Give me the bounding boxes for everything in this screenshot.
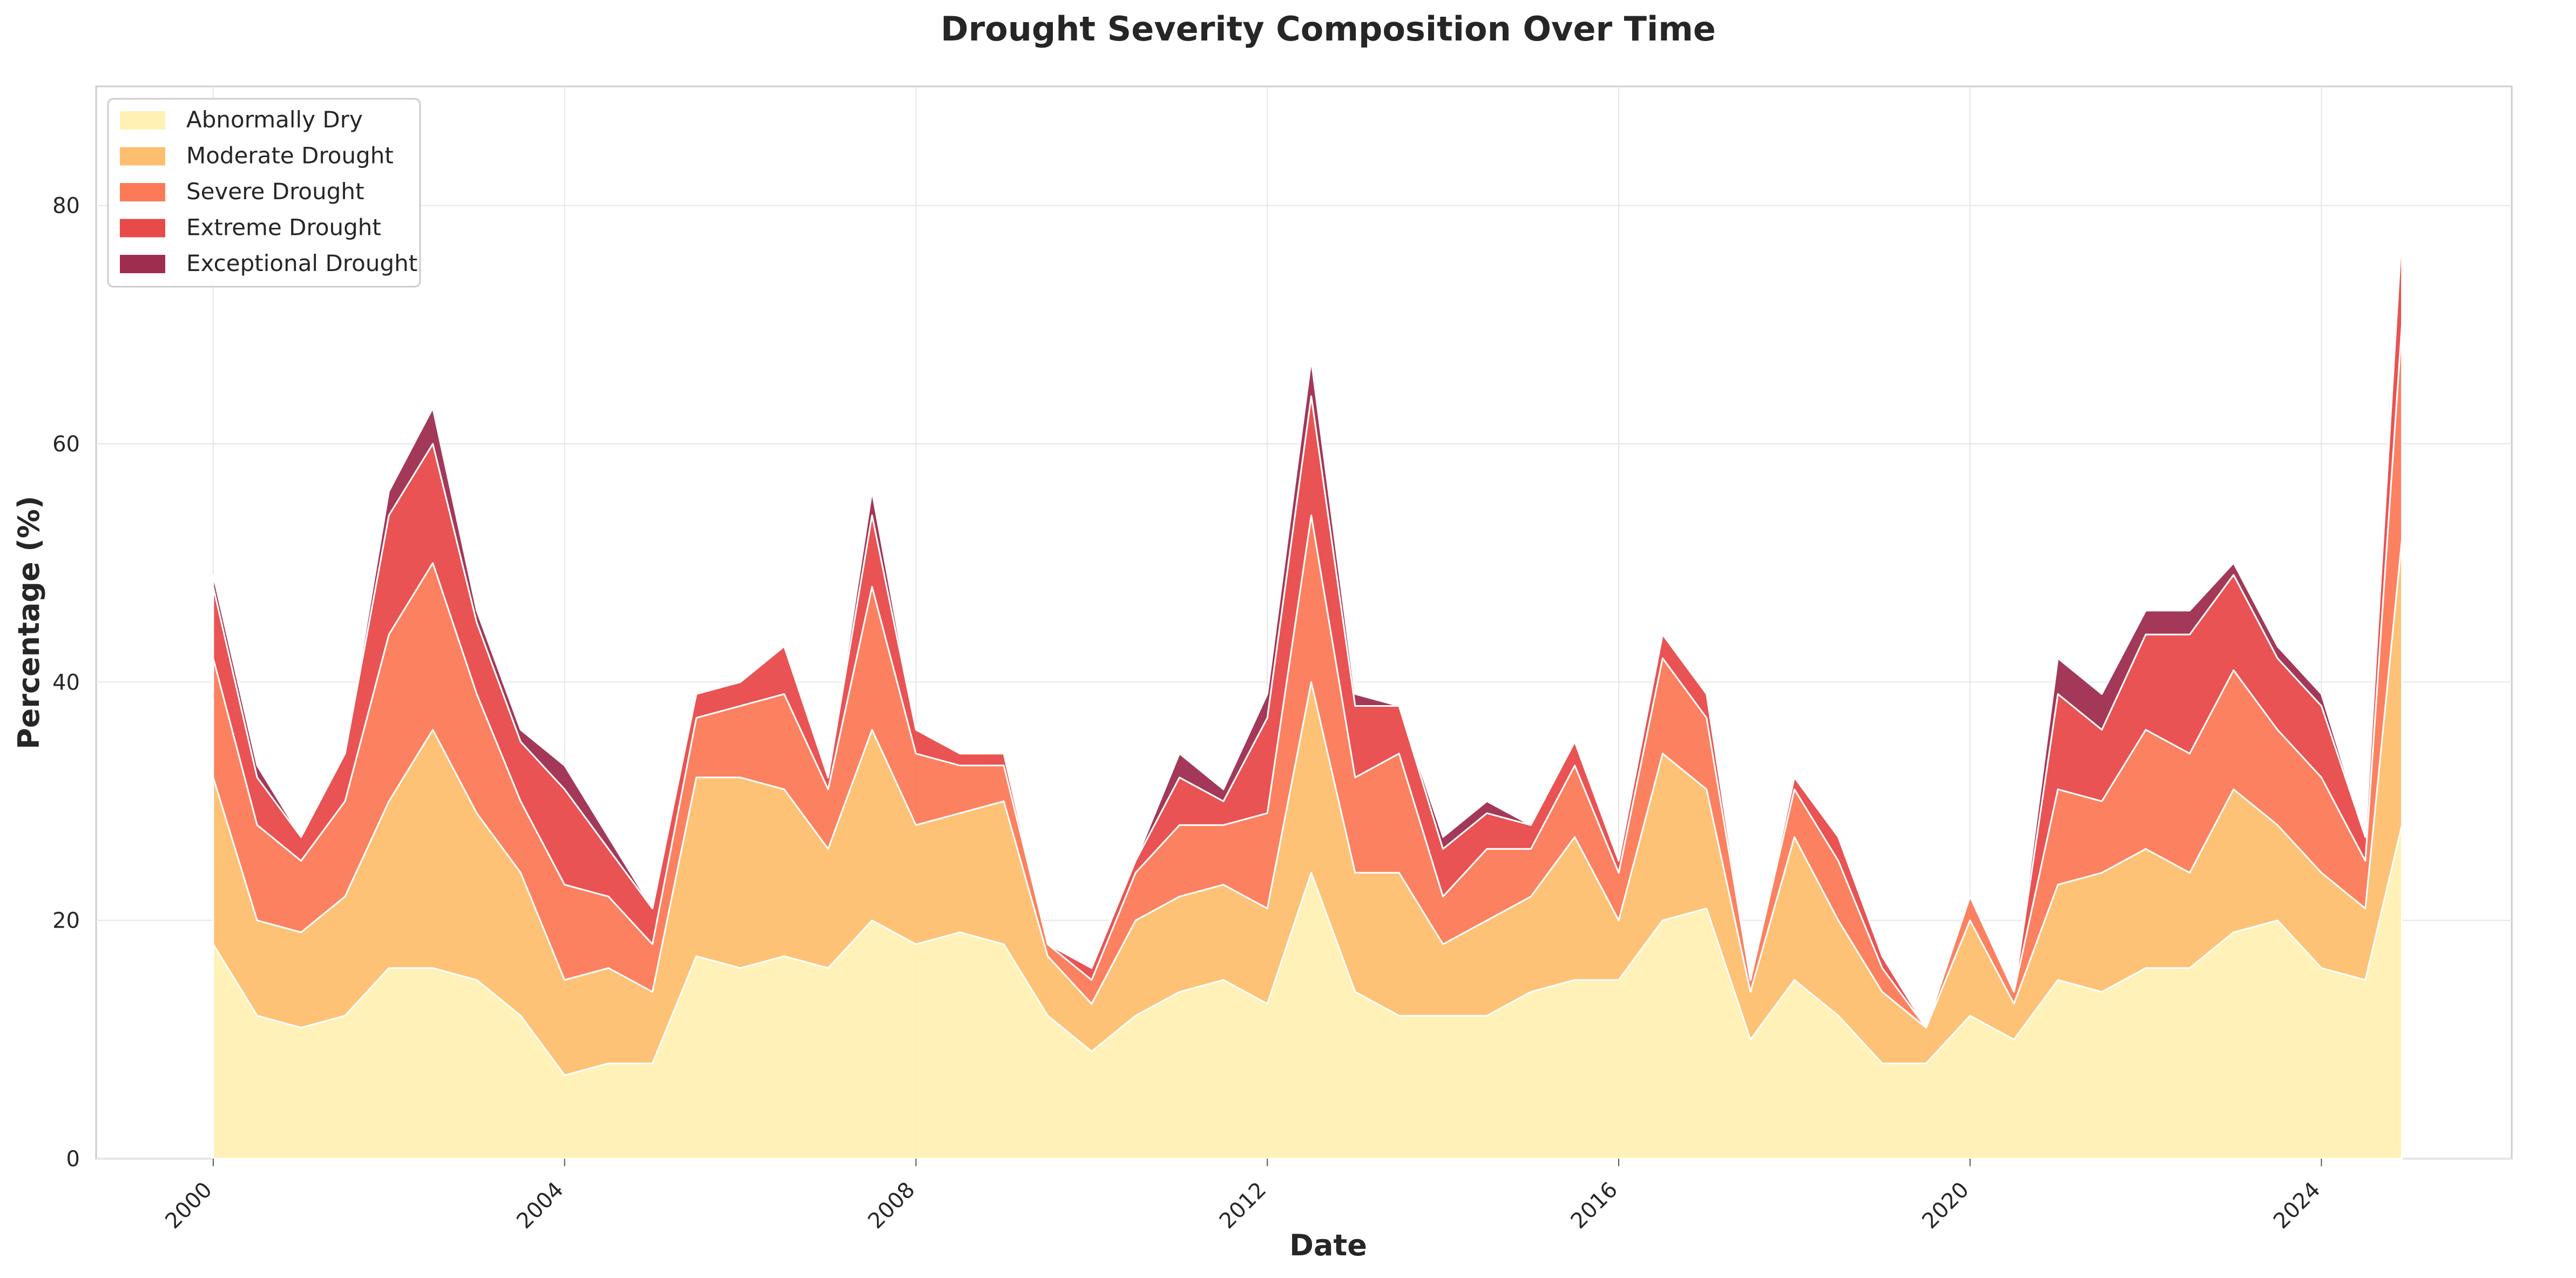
y-tick-label: 20 (52, 909, 80, 934)
y-tick-label: 60 (52, 432, 80, 457)
legend-swatch (120, 183, 165, 201)
x-tick-label: 2016 (1566, 1178, 1623, 1234)
legend-entry-label: Moderate Drought (186, 143, 394, 169)
legend-swatch (120, 111, 165, 130)
legend-entry-label: Severe Drought (186, 178, 364, 205)
legend-entry-label: Abnormally Dry (186, 106, 363, 133)
x-tick-label: 2012 (1215, 1178, 1272, 1234)
x-axis-label: Date (1289, 1228, 1367, 1262)
legend-frame (107, 98, 421, 288)
y-axis-label: Percentage (%) (12, 496, 46, 749)
x-tick-label: 2004 (512, 1178, 569, 1234)
legend-entry-label: Exceptional Drought (186, 250, 417, 276)
legend: Abnormally Dry Moderate Drought Severe Dro… (107, 98, 421, 288)
legend-swatch (120, 147, 165, 166)
y-ticks: 0 20 40 60 80 (52, 194, 80, 1172)
chart-title: Drought Severity Composition Over Time (941, 9, 1716, 49)
y-tick-label: 0 (66, 1147, 80, 1172)
x-tick-label: 2008 (863, 1178, 920, 1234)
legend-swatch (120, 219, 165, 238)
y-tick-label: 80 (52, 194, 80, 219)
x-ticks: 2000 2004 2008 2012 2016 2020 2024 (160, 1159, 2325, 1234)
area-series-5 (212, 217, 2403, 1029)
legend-entry-label: Extreme Drought (186, 214, 381, 241)
x-tick-label: 2024 (2269, 1178, 2325, 1234)
y-tick-label: 40 (52, 670, 80, 695)
legend-swatch (120, 255, 165, 273)
area-layer (212, 217, 2403, 1160)
x-tick-label: 2000 (160, 1178, 217, 1234)
x-tick-label: 2020 (1917, 1178, 1974, 1234)
